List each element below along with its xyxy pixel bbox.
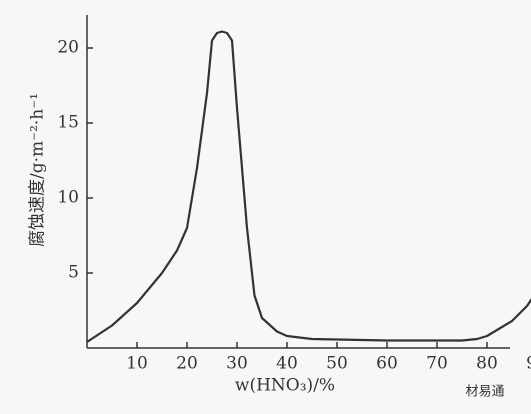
x-tick-label: 50 (326, 354, 348, 374)
x-tick-label: 10 (126, 354, 148, 374)
x-tick-label: 40 (276, 354, 298, 374)
y-axis-label: 腐蚀速度/g·m⁻²·h⁻¹ (28, 93, 48, 247)
x-tick-label: 70 (426, 354, 448, 374)
y-tick-label: 20 (57, 38, 79, 58)
y-tick-label: 5 (68, 263, 79, 283)
y-tick-label: 15 (57, 113, 79, 133)
x-tick-label: 60 (376, 354, 398, 374)
x-axis-label: w(HNO₃)/% (235, 376, 335, 396)
x-tick-label: 90 (526, 354, 531, 374)
data-line (86, 30, 531, 343)
y-tick-label: 10 (57, 188, 79, 208)
x-tick-label: 30 (226, 354, 248, 374)
x-tick-label: 80 (476, 354, 498, 374)
x-tick-label: 20 (176, 354, 198, 374)
watermark: 材易通 (465, 385, 504, 400)
